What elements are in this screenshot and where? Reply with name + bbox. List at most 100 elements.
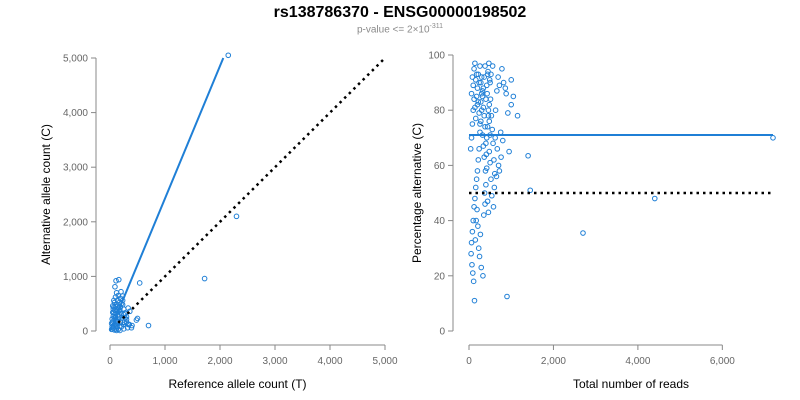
right-data-point [472, 237, 479, 243]
right-x-tick-label: 2,000 [541, 356, 566, 367]
right-data-point [499, 137, 506, 144]
right-data-point [480, 273, 486, 279]
left-data-point [134, 315, 141, 322]
right-data-point [492, 135, 498, 141]
left-data-point [201, 275, 208, 282]
left-y-axis-label: Alternative allele count (C) [39, 124, 53, 265]
right-data-point [527, 187, 534, 194]
chart-subtitle: p-value <= 2×10-311 [0, 23, 800, 35]
left-data-point [113, 277, 119, 284]
left-data-point [128, 324, 135, 331]
left-y-tick-label: 4,000 [63, 108, 88, 119]
left-y-tick-label: 3,000 [63, 163, 88, 174]
left-y-tick-label: 2,000 [63, 217, 88, 228]
right-data-point [488, 71, 494, 78]
right-data-point [486, 118, 493, 125]
right-data-point [502, 85, 509, 91]
right-data-point [480, 143, 487, 149]
right-data-point [514, 112, 521, 119]
chart-title: rs138786370 - ENSG00000198502 [273, 4, 527, 21]
left-x-tick-label: 1,000 [152, 356, 177, 367]
right-data-point [472, 195, 478, 202]
left-data-point [136, 280, 143, 286]
right-data-point [484, 198, 491, 205]
right-data-point [485, 68, 491, 75]
right-data-point [478, 118, 484, 125]
right-data-point [479, 88, 486, 94]
left-data-point [112, 283, 118, 290]
right-data-point [489, 192, 495, 199]
subtitle-exponent: -311 [429, 23, 444, 30]
right-data-point [478, 90, 485, 97]
right-data-point [484, 71, 491, 78]
right-data-point [481, 74, 488, 80]
right-y-tick-label: 40 [434, 216, 446, 227]
left-data-point [116, 276, 122, 283]
right-data-point [477, 231, 484, 238]
left-data-point [113, 327, 120, 334]
right-data-point [476, 146, 482, 152]
right-data-point [498, 154, 504, 160]
right-data-point [510, 93, 517, 100]
right-data-point [470, 82, 477, 89]
left-y-tick-label: 5,000 [63, 54, 88, 65]
left-x-axis-label: Reference allele count (T) [168, 377, 306, 391]
right-data-point [489, 126, 496, 133]
right-data-point [496, 82, 503, 89]
right-data-point [473, 217, 479, 224]
left-data-point [109, 303, 116, 309]
right-data-point [486, 101, 493, 108]
right-data-point [481, 112, 488, 119]
right-data-point [505, 110, 511, 116]
right-x-tick-label: 4,000 [625, 356, 650, 367]
right-data-point [470, 107, 477, 113]
right-data-point [489, 63, 496, 69]
right-data-point [471, 66, 477, 72]
right-x-tick-label: 6,000 [710, 356, 735, 367]
right-data-point [483, 96, 489, 102]
left-data-point [112, 307, 118, 314]
right-data-point [486, 148, 493, 155]
right-data-point [503, 90, 509, 97]
right-data-point [475, 223, 481, 229]
right-data-point [491, 170, 498, 177]
right-data-point [483, 82, 490, 89]
right-data-point [770, 135, 776, 141]
right-data-point [477, 121, 483, 127]
right-data-point [482, 123, 488, 130]
right-data-point [508, 77, 515, 83]
right-data-point [473, 93, 480, 100]
right-data-point [580, 230, 586, 236]
left-data-point [116, 314, 123, 320]
right-data-point [472, 60, 478, 67]
right-data-point [492, 107, 499, 113]
right-data-point [475, 245, 482, 251]
right-data-point [484, 123, 491, 130]
right-data-point [480, 104, 487, 111]
right-data-point [469, 74, 476, 80]
right-data-point [508, 101, 515, 108]
right-data-point [474, 85, 481, 91]
right-data-point [473, 176, 480, 182]
right-data-point [472, 115, 479, 122]
right-data-point [469, 228, 476, 235]
right-data-point [493, 173, 500, 180]
right-data-point [470, 217, 477, 224]
right-data-point [478, 264, 485, 271]
left-fit-line [109, 57, 225, 332]
right-data-point [483, 165, 490, 171]
right-data-point [469, 121, 476, 127]
right-data-point [478, 99, 484, 105]
right-y-tick-label: 80 [434, 106, 446, 117]
right-data-point [482, 168, 489, 174]
right-data-point [491, 184, 498, 191]
right-data-point [490, 140, 496, 147]
right-data-point [470, 278, 477, 285]
right-data-point [487, 159, 493, 166]
right-y-axis-label: Percentage alternative (C) [410, 123, 424, 263]
right-data-point [481, 154, 488, 160]
right-data-point [471, 204, 477, 210]
right-data-point [495, 74, 501, 80]
right-data-point [484, 90, 490, 97]
